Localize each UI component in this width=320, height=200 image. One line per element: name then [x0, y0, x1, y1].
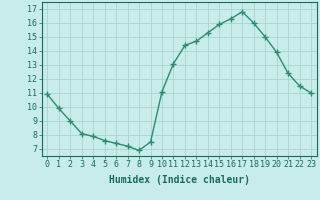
X-axis label: Humidex (Indice chaleur): Humidex (Indice chaleur) [109, 175, 250, 185]
